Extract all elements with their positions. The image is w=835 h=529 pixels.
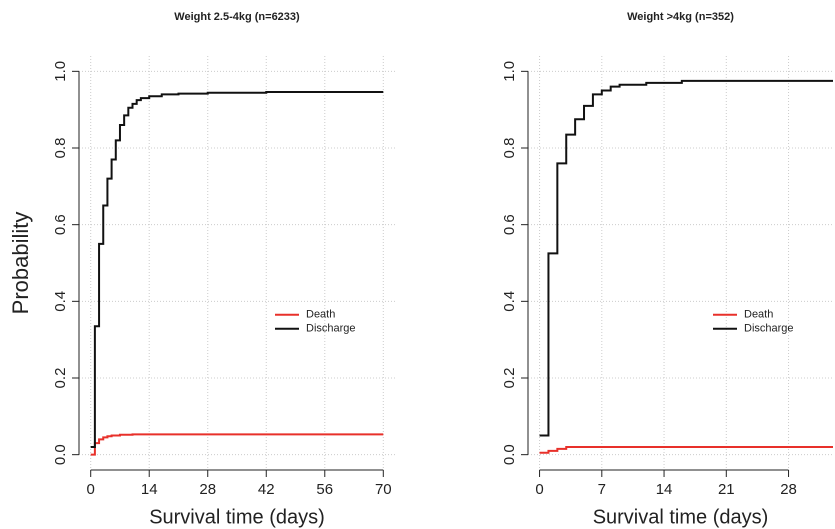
legend-label: Discharge [744, 323, 794, 335]
series-line [90, 433, 384, 456]
y-tick-label: 0.4 [501, 291, 518, 312]
x-axis-label: Survival time (days) [593, 506, 769, 528]
y-tick-label: 0.6 [52, 214, 69, 235]
y-tick-label: 0.2 [501, 368, 518, 389]
y-tick-label: 0.2 [52, 368, 69, 389]
panel: Weight 2.5-4kg (n=6233) 0 14 28 42 56 70 0.0 0.2… [8, 11, 395, 528]
series-line [539, 446, 833, 454]
x-tick-label: 14 [656, 481, 673, 498]
series-line [539, 79, 833, 437]
x-tick-label: 0 [535, 481, 543, 498]
legend-label: Death [306, 309, 335, 321]
x-tick-label: 0 [87, 481, 95, 498]
x-tick-label: 14 [141, 481, 158, 498]
y-tick-label: 0.8 [501, 138, 518, 159]
y-tick-label: 0.6 [501, 214, 518, 235]
x-tick-label: 56 [316, 481, 333, 498]
x-tick-label: 28 [780, 481, 797, 498]
y-tick-label: 0.8 [52, 138, 69, 159]
y-tick-label: 0.0 [52, 444, 69, 465]
chart-title: Weight >4kg (n=352) [627, 11, 734, 23]
y-tick-label: 1.0 [52, 61, 69, 82]
x-tick-label: 42 [258, 481, 275, 498]
chart-title: Weight 2.5-4kg (n=6233) [174, 11, 300, 23]
x-tick-label: 21 [718, 481, 735, 498]
y-tick-label: 0.4 [52, 291, 69, 312]
legend-label: Discharge [306, 323, 356, 335]
series-line [90, 91, 384, 448]
legend-label: Death [744, 309, 773, 321]
y-tick-label: 1.0 [501, 61, 518, 82]
x-tick-label: 7 [598, 481, 606, 498]
x-tick-label: 70 [375, 481, 392, 498]
y-tick-label: 0.0 [501, 444, 518, 465]
panel: Weight >4kg (n=352) 0 7 14 21 28 0.0 0.2 0.4 0.6 0… [501, 11, 833, 528]
x-axis-label: Survival time (days) [149, 506, 325, 528]
y-axis-label: Probability [8, 212, 33, 315]
x-tick-label: 28 [199, 481, 216, 498]
